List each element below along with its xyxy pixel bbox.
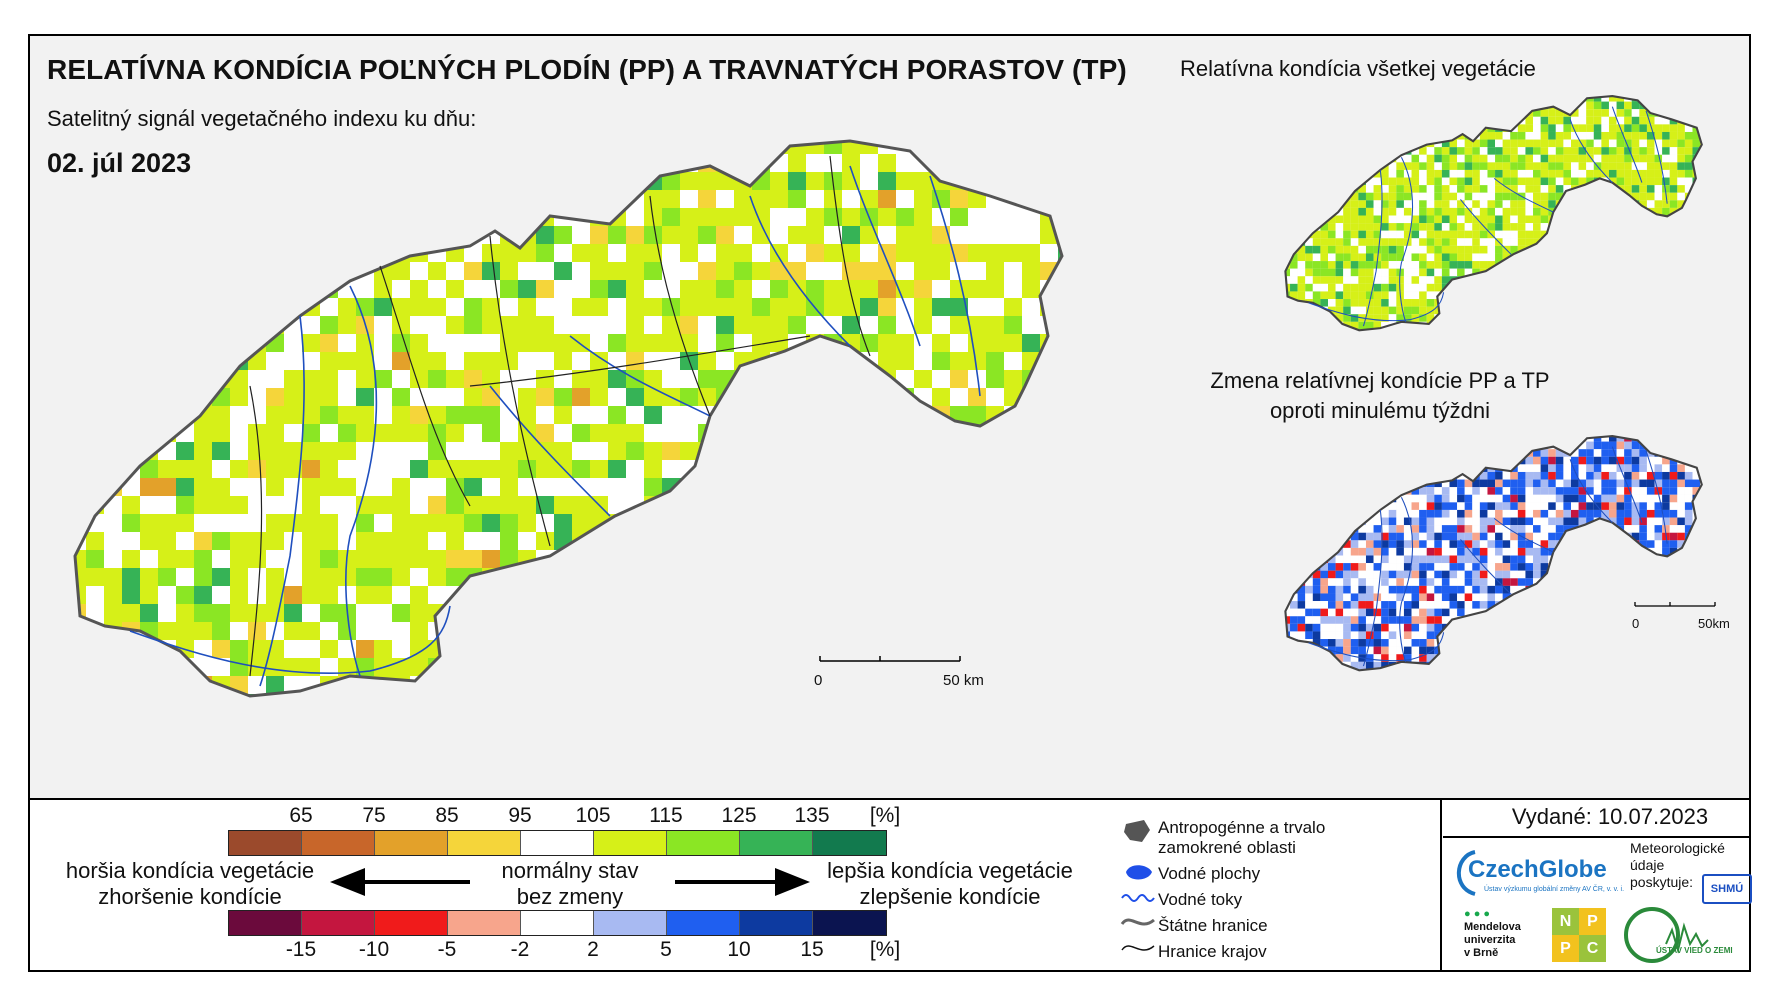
chgTicks-label: -5 [437, 938, 457, 961]
change-color-bar [228, 910, 887, 936]
meteo-provider-text: Meteorologické údaje poskytuje: [1630, 840, 1725, 890]
chgTicks-label: 2 [587, 938, 599, 961]
map-panel: RELATÍVNA KONDÍCIA POĽNÝCH PLODÍN (PP) A… [30, 36, 1749, 798]
issued-divider [1443, 836, 1749, 838]
page-subtitle: Satelitný signál vegetačného indexu ku d… [47, 106, 477, 131]
condTicks-label: 105 [575, 804, 611, 827]
condTicks-label: 75 [362, 804, 386, 827]
condTicks-label: 135 [794, 804, 830, 827]
condBar-swatch [813, 831, 886, 855]
condBar-swatch [594, 831, 667, 855]
chgBar-swatch [740, 911, 813, 935]
observation-date: 02. júl 2023 [47, 148, 192, 178]
map-frame: RELATÍVNA KONDÍCIA POĽNÝCH PLODÍN (PP) A… [28, 34, 1752, 972]
region-border-icon [1121, 945, 1155, 951]
condTicks-label: 125 [721, 804, 757, 827]
worse-label-2: zhoršenie kondície [98, 884, 282, 909]
issued-date: Vydané: 10.07.2023 [1511, 804, 1709, 829]
condTicks-label: 115 [649, 804, 683, 827]
chgBar-swatch [375, 911, 448, 935]
key-state-border: Štátne hranice [1158, 916, 1268, 935]
condBar-swatch [229, 831, 302, 855]
inset-bottom-title-2: oproti minulému týždni [1269, 398, 1491, 423]
legend-vertical-divider [1440, 800, 1442, 972]
chgBar-swatch [448, 911, 521, 935]
chgBar-swatch [229, 911, 302, 935]
condTicks-label: 65 [289, 804, 313, 827]
urban-area-icon [1124, 820, 1150, 842]
chgBar-swatch [813, 911, 886, 935]
worse-label-1: horšia kondícia vegetácie [65, 858, 315, 883]
better-label-1: lepšia kondícia vegetácie [827, 858, 1073, 883]
main-scale-km: 50 km [943, 672, 984, 689]
condBar-swatch [521, 831, 594, 855]
legend-divider [30, 798, 1749, 800]
inset-scale-zero: 0 [1632, 616, 1640, 631]
normal-label-1: normálny stav [501, 858, 639, 883]
normal-label-2: bez zmeny [516, 884, 624, 909]
key-rivers: Vodné toky [1158, 890, 1243, 909]
inset-all-vegetation-map [1284, 95, 1703, 332]
condTicks-label: [%] [869, 804, 901, 827]
chgTicks-label: 5 [660, 938, 672, 961]
chgTicks-label: 10 [727, 938, 751, 961]
chgBar-swatch [594, 911, 667, 935]
inset-scale-bar [1634, 602, 1716, 607]
chgTicks-label: [%] [869, 938, 901, 961]
mendel-logo: ● ● ● Mendelova univerzita v Brně [1464, 908, 1521, 959]
mendel-dots-icon: ● ● ● [1464, 908, 1491, 920]
chgTicks-label: -10 [358, 938, 390, 961]
chgBar-swatch [302, 911, 375, 935]
condTicks-label: 85 [435, 804, 459, 827]
inset-scale-km: 50km [1698, 616, 1730, 631]
map-key-symbols [1120, 820, 1155, 951]
key-urban-1: Antropogénne a trvalo [1158, 818, 1326, 837]
main-scale-zero: 0 [814, 672, 823, 689]
water-body-icon [1126, 865, 1152, 880]
nppc-logo: N P P C [1552, 908, 1606, 962]
chgBar-swatch [521, 911, 594, 935]
chgTicks-label: -15 [285, 938, 317, 961]
inset-top-title: Relatívna kondícia všetkej vegetácie [1180, 56, 1536, 81]
better-label-2: zlepšenie kondície [859, 884, 1041, 909]
main-scale-bar [819, 656, 961, 662]
main-condition-map [73, 139, 1064, 698]
shmu-logo: SHMÚ [1702, 874, 1752, 904]
key-urban-2: zamokrené oblasti [1158, 838, 1296, 857]
condBar-swatch [448, 831, 521, 855]
legend-arrows [330, 868, 810, 896]
condition-color-bar [228, 830, 887, 856]
inset-bottom-title-1: Zmena relatívnej kondície PP a TP [1210, 368, 1550, 393]
condTicks-label: 95 [508, 804, 532, 827]
condBar-swatch [667, 831, 740, 855]
state-border-icon [1120, 918, 1155, 926]
condBar-swatch [740, 831, 813, 855]
key-region-border: Hranice krajov [1158, 942, 1267, 961]
condBar-swatch [375, 831, 448, 855]
inset-change-map [1284, 435, 1703, 672]
czechglobe-logo: CzechGlobe Ústav výzkumu globální změny … [1450, 844, 1624, 904]
page-title: RELATÍVNA KONDÍCIA POĽNÝCH PLODÍN (PP) A… [47, 54, 1127, 85]
chgBar-swatch [667, 911, 740, 935]
uvoz-logo: ÚSTAV VIED O ZEMI [1622, 904, 1736, 966]
key-water: Vodné plochy [1158, 864, 1261, 883]
chgTicks-label: 15 [800, 938, 824, 961]
condBar-swatch [302, 831, 375, 855]
river-icon [1121, 894, 1155, 902]
chgTicks-label: -2 [510, 938, 530, 961]
